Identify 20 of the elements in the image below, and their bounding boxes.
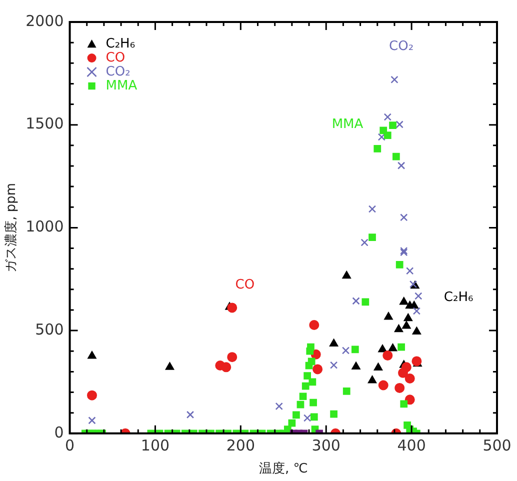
annotation: CO (235, 278, 255, 293)
annotation: C₂H₆ (444, 290, 474, 306)
legend-label: MMA (106, 78, 138, 94)
x-tick-label: 400 (397, 436, 426, 454)
y-axis-title: ガス濃度, ppm (3, 182, 20, 272)
y-tick-label: 0 (54, 423, 64, 442)
x-tick-label: 500 (482, 436, 512, 454)
x-tick-label: 300 (312, 436, 340, 454)
y-tick-label: 2000 (26, 12, 64, 30)
y-tick-label: 1000 (26, 218, 64, 236)
x-tick-label: 100 (140, 436, 170, 454)
x-axis-title: 温度, ℃ (258, 460, 308, 477)
y-tick-label: 1500 (26, 114, 64, 133)
annotation: MMA (332, 117, 364, 132)
y-tick-label: 500 (35, 320, 64, 338)
legend-label: CO₂ (106, 64, 130, 80)
legend-label: C₂H₆ (106, 36, 136, 52)
x-tick-label: 200 (226, 436, 255, 454)
legend-label: CO (106, 50, 126, 66)
annotation: CO₂ (389, 39, 414, 54)
